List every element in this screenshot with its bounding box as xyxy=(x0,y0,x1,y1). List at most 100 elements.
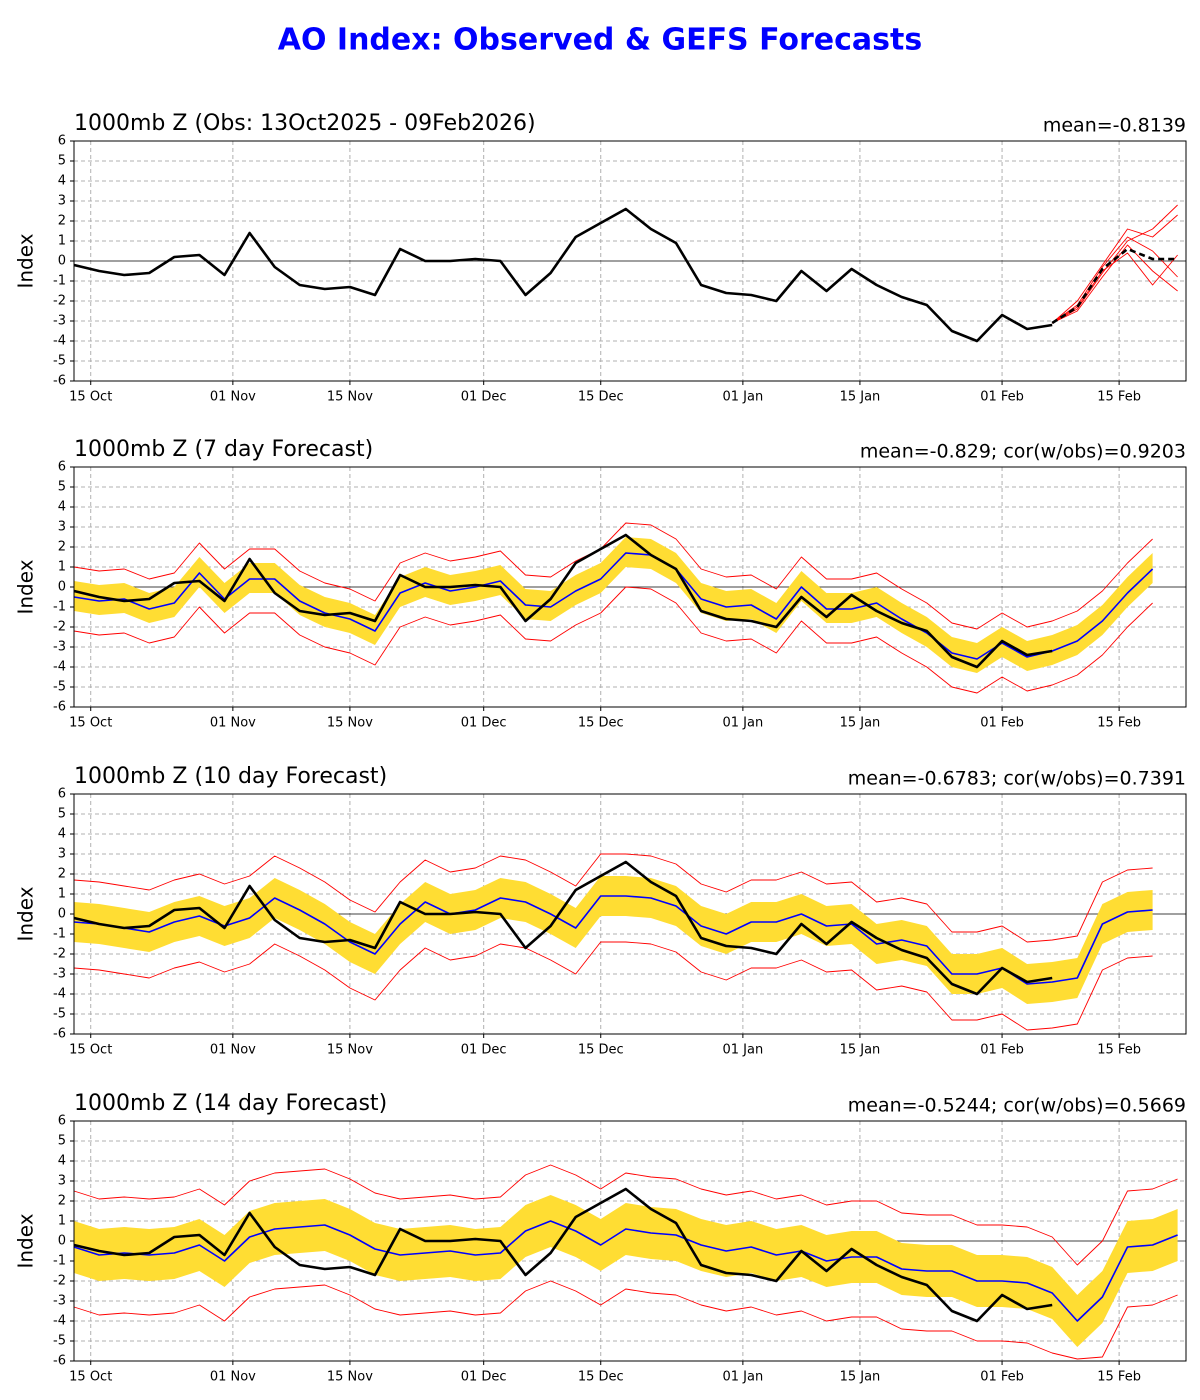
y-tick-label: -5 xyxy=(53,1007,66,1022)
data-line xyxy=(73,522,1153,630)
data-line xyxy=(73,1164,1178,1266)
y-tick-label: -4 xyxy=(53,334,66,349)
y-tick-label: 0 xyxy=(58,580,66,595)
data-line xyxy=(1051,247,1178,325)
x-tick-label: 15 Nov xyxy=(327,390,373,405)
plot-frame xyxy=(73,140,1187,382)
y-tick-label: 5 xyxy=(58,807,66,822)
y-tick-label: -3 xyxy=(53,967,66,982)
y-tick-label: 1 xyxy=(58,560,66,575)
y-tick-label: -1 xyxy=(53,600,66,615)
y-tick-label: 3 xyxy=(58,1174,66,1189)
x-tick-label: 15 Oct xyxy=(69,1043,112,1058)
panel-stat: mean=-0.6783; cor(w/obs)=0.7391 xyxy=(848,768,1186,790)
y-tick-label: 2 xyxy=(58,1194,66,1209)
y-tick-label: -3 xyxy=(53,640,66,655)
y-tick-label: -1 xyxy=(53,274,66,289)
panel-stat: mean=-0.5244; cor(w/obs)=0.5669 xyxy=(848,1095,1186,1117)
y-tick-label: -4 xyxy=(53,987,66,1002)
y-tick-label: 4 xyxy=(58,1154,66,1169)
y-tick-label: 2 xyxy=(58,867,66,882)
y-axis-label: Index xyxy=(14,233,38,288)
y-axis-label: Index xyxy=(14,559,38,614)
x-tick-label: 01 Feb xyxy=(980,716,1024,731)
x-tick-label: 01 Nov xyxy=(210,390,256,405)
y-tick-label: 2 xyxy=(58,214,66,229)
x-tick-label: 01 Dec xyxy=(461,390,507,405)
y-tick-label: -5 xyxy=(53,680,66,695)
spread-band xyxy=(74,876,1153,1004)
x-tick-label: 15 Oct xyxy=(69,716,112,731)
y-tick-label: 0 xyxy=(58,1234,66,1249)
x-tick-label: 01 Nov xyxy=(210,1370,256,1385)
x-tick-label: 15 Jan xyxy=(840,716,881,731)
data-line xyxy=(73,895,1153,985)
y-tick-label: 5 xyxy=(58,1134,66,1149)
data-line xyxy=(73,586,1153,694)
data-line xyxy=(73,552,1154,660)
x-tick-label: 15 Jan xyxy=(840,1370,881,1385)
panel-title: 1000mb Z (7 day Forecast) xyxy=(74,437,373,462)
x-tick-label: 01 Dec xyxy=(461,716,507,731)
y-tick-label: 0 xyxy=(58,254,66,269)
x-tick-label: 15 Feb xyxy=(1097,716,1141,731)
x-tick-label: 01 Dec xyxy=(461,1043,507,1058)
x-tick-label: 15 Feb xyxy=(1097,390,1141,405)
x-tick-label: 01 Dec xyxy=(461,1370,507,1385)
y-tick-label: 4 xyxy=(58,174,66,189)
y-tick-label: -6 xyxy=(53,374,66,389)
data-line xyxy=(1051,204,1178,324)
x-tick-label: 01 Nov xyxy=(210,1043,256,1058)
y-tick-label: 6 xyxy=(58,134,66,149)
x-tick-label: 01 Jan xyxy=(723,1370,764,1385)
data-line xyxy=(73,860,1053,996)
y-tick-label: -1 xyxy=(53,1254,66,1269)
x-tick-label: 15 Feb xyxy=(1097,1370,1141,1385)
data-line xyxy=(73,1220,1178,1322)
data-line xyxy=(73,941,1153,1031)
y-tick-label: -4 xyxy=(53,660,66,675)
x-tick-label: 01 Jan xyxy=(723,390,764,405)
y-tick-label: -4 xyxy=(53,1314,66,1329)
data-line xyxy=(73,207,1053,343)
data-line xyxy=(1051,214,1178,324)
y-tick-label: 1 xyxy=(58,887,66,902)
x-tick-label: 15 Dec xyxy=(578,1370,624,1385)
data-line xyxy=(73,853,1153,943)
panel-title: 1000mb Z (14 day Forecast) xyxy=(74,1091,387,1116)
y-tick-label: 5 xyxy=(58,480,66,495)
x-tick-label: 15 Dec xyxy=(578,1043,624,1058)
y-tick-label: -3 xyxy=(53,314,66,329)
spread-band xyxy=(74,1195,1178,1347)
page-title: AO Index: Observed & GEFS Forecasts xyxy=(278,23,922,58)
plot-frame xyxy=(73,793,1187,1035)
x-tick-label: 01 Jan xyxy=(723,1043,764,1058)
x-tick-label: 15 Nov xyxy=(327,716,373,731)
y-tick-label: 0 xyxy=(58,907,66,922)
x-tick-label: 01 Jan xyxy=(723,716,764,731)
x-tick-label: 15 Dec xyxy=(578,716,624,731)
x-tick-label: 15 Nov xyxy=(327,1043,373,1058)
y-axis-label: Index xyxy=(14,1213,38,1268)
y-tick-label: 6 xyxy=(58,787,66,802)
y-tick-label: 4 xyxy=(58,827,66,842)
y-tick-label: 6 xyxy=(58,1114,66,1129)
y-tick-label: 1 xyxy=(58,1214,66,1229)
y-tick-label: -6 xyxy=(53,1354,66,1369)
y-tick-label: 3 xyxy=(58,520,66,535)
y-tick-label: 1 xyxy=(58,234,66,249)
data-line xyxy=(73,1187,1053,1323)
panel-stat: mean=-0.829; cor(w/obs)=0.9203 xyxy=(860,441,1186,463)
y-tick-label: -3 xyxy=(53,1294,66,1309)
data-line xyxy=(73,533,1053,669)
data-line xyxy=(1051,236,1178,324)
y-tick-label: 3 xyxy=(58,847,66,862)
y-tick-label: -5 xyxy=(53,354,66,369)
y-tick-label: 4 xyxy=(58,500,66,515)
data-line xyxy=(1052,244,1178,324)
y-tick-label: 3 xyxy=(58,194,66,209)
panel-title: 1000mb Z (Obs: 13Oct2025 - 09Feb2026) xyxy=(74,111,536,136)
x-tick-label: 01 Feb xyxy=(980,1370,1024,1385)
panel-stat: mean=-0.8139 xyxy=(1043,115,1186,137)
